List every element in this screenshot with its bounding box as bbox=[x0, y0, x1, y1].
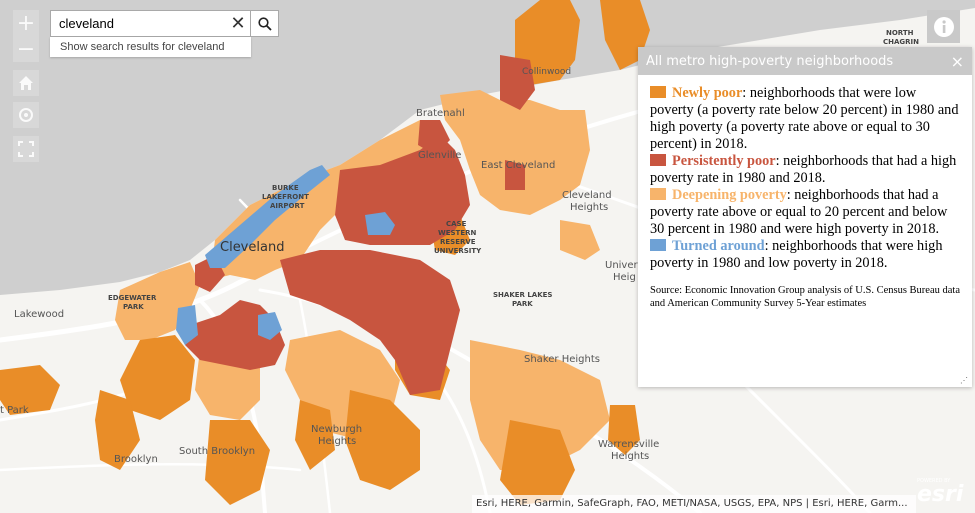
label-brooklyn: Brooklyn bbox=[114, 454, 158, 465]
deepening-poverty-swatch bbox=[650, 188, 666, 200]
label-newburgh-2: Heights bbox=[318, 436, 356, 447]
label-burke: BURKE bbox=[272, 184, 299, 192]
label-north-chagrin-2: CHAGRIN bbox=[883, 38, 919, 46]
label-warrensville-2: Heights bbox=[611, 451, 649, 462]
label-case: CASE bbox=[446, 220, 467, 228]
label-case-3: RESERVE bbox=[440, 238, 476, 246]
panel-close-button[interactable]: × bbox=[950, 51, 964, 71]
label-park: t Park bbox=[0, 405, 29, 416]
label-lakewood: Lakewood bbox=[14, 309, 64, 320]
locate-icon bbox=[19, 108, 33, 122]
panel-body: Newly poor: neighborhoods that were low … bbox=[638, 75, 972, 310]
zoom-in-button[interactable]: + bbox=[13, 10, 39, 36]
label-cleveland-heights-2: Heights bbox=[570, 202, 608, 213]
label-north-chagrin: NORTH bbox=[886, 29, 914, 37]
label-glenville: Glenville bbox=[418, 150, 461, 161]
panel-header: All metro high-poverty neighborhoods × bbox=[638, 47, 972, 75]
label-case-4: UNIVERSITY bbox=[434, 247, 482, 255]
label-cleveland-heights: Cleveland bbox=[562, 190, 612, 201]
search-box: ✕ bbox=[50, 10, 279, 37]
label-south-brooklyn: South Brooklyn bbox=[179, 446, 255, 457]
home-button[interactable] bbox=[13, 70, 39, 96]
esri-logo-powered: POWERED BY bbox=[917, 478, 951, 484]
label-bratenahl: Bratenahl bbox=[416, 108, 465, 119]
locate-button[interactable] bbox=[13, 102, 39, 128]
label-shaker-heights: Shaker Heights bbox=[524, 354, 600, 365]
label-edgewater: EDGEWATER bbox=[108, 294, 157, 302]
label-university-heights-2: Heig bbox=[613, 272, 636, 283]
turned-around-areas bbox=[176, 165, 395, 345]
label-collinwood: Collinwood bbox=[522, 67, 571, 77]
esri-logo-name: esri bbox=[917, 482, 964, 507]
label-warrensville: Warrensville bbox=[598, 439, 659, 450]
label-shaker-lakes-2: PARK bbox=[512, 300, 533, 308]
label-burke-3: AIRPORT bbox=[270, 202, 305, 210]
search-input[interactable] bbox=[51, 11, 226, 36]
search-icon bbox=[257, 16, 272, 31]
fullscreen-icon bbox=[18, 141, 34, 157]
persistently-poor-term: Persistently poor bbox=[672, 153, 776, 169]
legend-persistently-poor: Persistently poor: neighborhoods that ha… bbox=[650, 153, 960, 187]
turned-around-text: : neighborhoods that were high poverty i… bbox=[650, 238, 943, 271]
info-panel: All metro high-poverty neighborhoods × N… bbox=[638, 47, 972, 387]
label-east-cleveland: East Cleveland bbox=[481, 160, 555, 171]
search-suggestion[interactable]: Show search results for cleveland bbox=[50, 37, 251, 57]
zoom-out-button[interactable]: − bbox=[13, 36, 39, 62]
panel-source: Source: Economic Innovation Group analys… bbox=[650, 285, 960, 309]
place-labels: Lakewood EDGEWATER PARK Cleveland BURKE … bbox=[0, 29, 919, 465]
label-newburgh: Newburgh bbox=[311, 424, 362, 435]
resize-handle-icon[interactable]: ⋰ bbox=[960, 376, 968, 385]
deepening-poverty-term: Deepening poverty bbox=[672, 187, 787, 203]
label-shaker-lakes: SHAKER LAKES bbox=[493, 291, 552, 299]
label-university-heights: Univer bbox=[605, 260, 639, 271]
turned-around-term: Turned around bbox=[672, 238, 765, 254]
newly-poor-text: : neighborhoods that were low poverty (a… bbox=[650, 85, 959, 152]
clear-search-icon[interactable]: ✕ bbox=[230, 13, 246, 34]
label-edgewater-2: PARK bbox=[123, 303, 144, 311]
label-case-2: WESTERN bbox=[438, 229, 476, 237]
label-burke-2: LAKEFRONT bbox=[262, 193, 309, 201]
newly-poor-term: Newly poor bbox=[672, 85, 743, 101]
deepening-poverty-text: : neighborhoods that had a poverty rate … bbox=[650, 187, 948, 237]
info-button[interactable] bbox=[927, 10, 960, 43]
legend-newly-poor: Newly poor: neighborhoods that were low … bbox=[650, 85, 960, 153]
fullscreen-button[interactable] bbox=[13, 136, 39, 162]
lake-erie bbox=[0, 0, 975, 295]
home-icon bbox=[19, 76, 33, 90]
turned-around-swatch bbox=[650, 239, 666, 251]
persistently-poor-swatch bbox=[650, 154, 666, 166]
legend-turned-around: Turned around: neighborhoods that were h… bbox=[650, 238, 960, 272]
label-cleveland: Cleveland bbox=[220, 240, 284, 255]
legend-deepening-poverty: Deepening poverty: neighborhoods that ha… bbox=[650, 187, 960, 238]
search-button[interactable] bbox=[250, 11, 278, 36]
newly-poor-swatch bbox=[650, 86, 666, 98]
esri-logo: POWERED BY esri bbox=[913, 476, 971, 510]
panel-title: All metro high-poverty neighborhoods bbox=[646, 53, 894, 69]
map-attribution[interactable]: Esri, HERE, Garmin, SafeGraph, FAO, METI… bbox=[472, 495, 916, 513]
persistently-poor-text: : neighborhoods that had a high poverty … bbox=[650, 153, 957, 186]
info-icon bbox=[933, 16, 954, 37]
